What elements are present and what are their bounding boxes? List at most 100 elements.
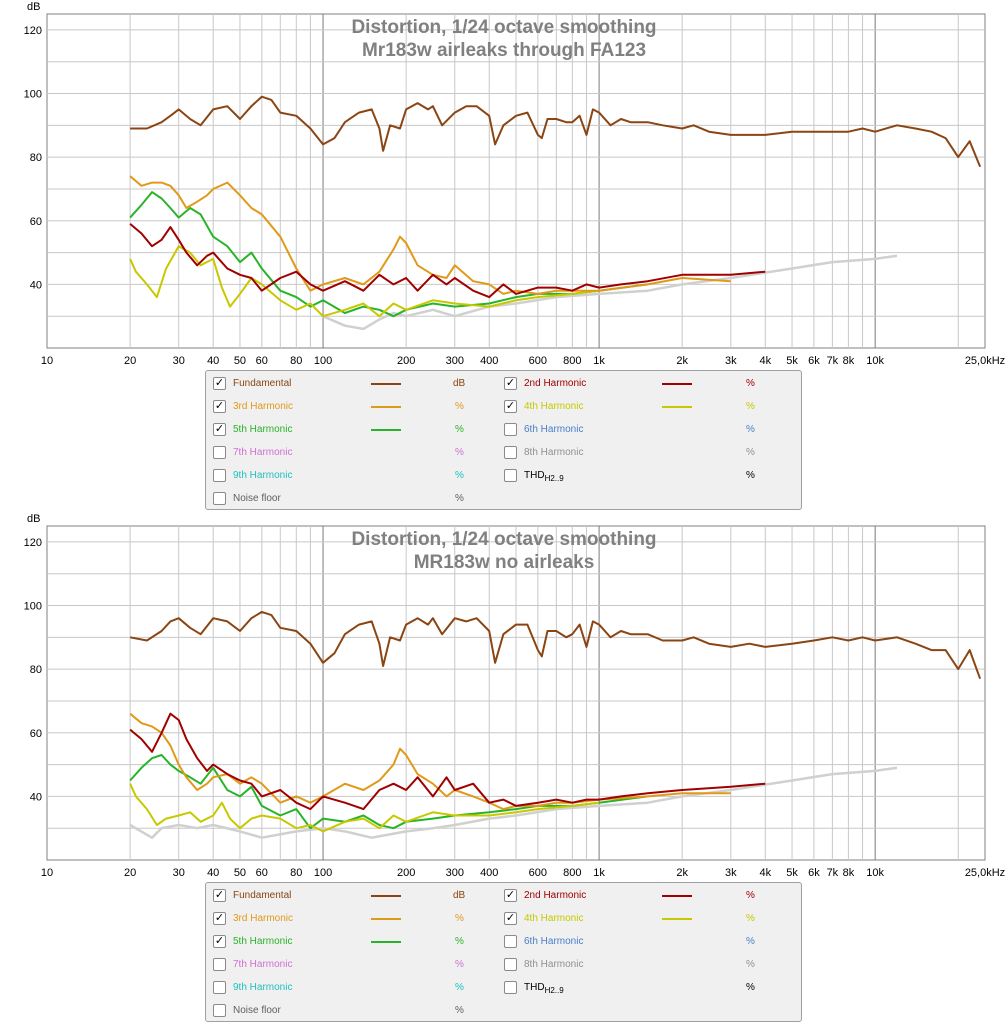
legend-swatch xyxy=(371,941,401,943)
legend-item-8th-harmonic: 8th Harmonic% xyxy=(504,957,794,973)
checkbox-checked[interactable]: ✓ xyxy=(213,935,226,948)
legend-label: 8th Harmonic xyxy=(524,959,584,970)
legend-label: 5th Harmonic xyxy=(233,424,293,435)
x-tick-label: 800 xyxy=(563,355,581,367)
legend-unit: % xyxy=(746,470,755,481)
legend-unit: % xyxy=(746,982,755,993)
x-tick-label: 6k xyxy=(808,867,820,879)
checkbox-checked[interactable]: ✓ xyxy=(213,423,226,436)
series-line-4th-harmonic xyxy=(129,783,600,833)
legend-unit: % xyxy=(455,936,464,947)
y-tick-label: 120 xyxy=(24,537,42,549)
checkbox-checked[interactable]: ✓ xyxy=(504,889,517,902)
legend-top: ✓ Fundamental dB ✓ 2nd Harmonic% ✓ 3rd Harmoni… xyxy=(205,370,802,510)
legend-unit: % xyxy=(455,470,464,481)
legend-unit: % xyxy=(455,959,464,970)
legend-unit: dB xyxy=(453,378,466,389)
x-tick-label: 8k xyxy=(843,355,855,367)
checkbox-unchecked[interactable] xyxy=(504,935,517,948)
x-tick-label: 20 xyxy=(124,867,136,879)
series-line-3rd-harmonic xyxy=(129,175,731,295)
checkbox-unchecked[interactable] xyxy=(504,958,517,971)
legend-label: Fundamental xyxy=(233,890,292,901)
x-tick-label: 1k xyxy=(593,867,605,879)
legend-swatch xyxy=(371,918,401,920)
legend-label: 2nd Harmonic xyxy=(524,890,587,901)
checkbox-unchecked[interactable] xyxy=(213,446,226,459)
legend-item-4th-harmonic: ✓ 4th Harmonic% xyxy=(504,399,794,415)
x-tick-label: 10k xyxy=(866,867,884,879)
legend-label: 9th Harmonic xyxy=(233,982,293,993)
x-tick-label: 4k xyxy=(759,355,771,367)
checkbox-unchecked[interactable] xyxy=(504,446,517,459)
checkbox-checked[interactable]: ✓ xyxy=(213,912,226,925)
series-line-5th-harmonic xyxy=(129,191,648,318)
legend-item-2nd-harmonic: ✓ 2nd Harmonic% xyxy=(504,888,794,904)
y-tick-label: 100 xyxy=(24,89,42,101)
legend-item-4th-harmonic: ✓ 4th Harmonic% xyxy=(504,911,794,927)
chart-title: Distortion, 1/24 octave smoothing xyxy=(351,17,656,38)
y-tick-label: 40 xyxy=(30,279,42,291)
checkbox-checked[interactable]: ✓ xyxy=(504,377,517,390)
x-tick-label: 800 xyxy=(563,867,581,879)
legend-swatch xyxy=(662,383,692,385)
legend-item-noise-floor: Noise floor% xyxy=(213,491,503,507)
checkbox-unchecked[interactable] xyxy=(213,469,226,482)
legend-unit: % xyxy=(746,913,755,924)
legend-item-8th-harmonic: 8th Harmonic% xyxy=(504,445,794,461)
legend-item-thd: THDH2..9% xyxy=(504,468,794,484)
x-tick-label: 2k xyxy=(676,867,688,879)
x-tick-label: 300 xyxy=(446,867,464,879)
checkbox-checked[interactable]: ✓ xyxy=(504,400,517,413)
checkbox-unchecked[interactable] xyxy=(213,492,226,505)
checkbox-unchecked[interactable] xyxy=(213,958,226,971)
legend-item-3rd-harmonic: ✓ 3rd Harmonic% xyxy=(213,399,503,415)
legend-unit: % xyxy=(455,424,464,435)
legend-unit: % xyxy=(746,424,755,435)
x-tick-label: 200 xyxy=(397,867,415,879)
legend-unit: % xyxy=(455,1005,464,1016)
legend-swatch xyxy=(371,406,401,408)
checkbox-unchecked[interactable] xyxy=(213,1004,226,1017)
legend-unit: % xyxy=(746,959,755,970)
checkbox-unchecked[interactable] xyxy=(504,981,517,994)
legend-item-fundamental: ✓ Fundamental dB xyxy=(213,888,503,904)
legend-item-5th-harmonic: ✓ 5th Harmonic% xyxy=(213,422,503,438)
checkbox-checked[interactable]: ✓ xyxy=(213,400,226,413)
chart-top: 40 60 80 100 120 dB 10 20 30 40 50 60 80 100 200 300 400… xyxy=(24,1,1006,367)
x-tick-label: 40 xyxy=(207,355,219,367)
x-tick-label: 3k xyxy=(725,355,737,367)
distortion-panel-bottom: 40 60 80 100 120 dB 10 20 30 40 50 60 80 100 200 300 400… xyxy=(0,512,1008,1024)
legend-unit: % xyxy=(455,401,464,412)
legend-label: THDH2..9 xyxy=(524,982,564,995)
checkbox-unchecked[interactable] xyxy=(213,981,226,994)
x-tick-label: 5k xyxy=(786,867,798,879)
y-tick-label: 100 xyxy=(24,601,42,613)
series-line-3rd-harmonic xyxy=(129,712,731,811)
x-tick-label: 10k xyxy=(866,355,884,367)
legend-bottom: ✓ Fundamental dB ✓ 2nd Harmonic% ✓ 3rd Harmoni… xyxy=(205,882,802,1022)
legend-item-5th-harmonic: ✓ 5th Harmonic% xyxy=(213,934,503,950)
y-unit-label: dB xyxy=(27,513,40,525)
legend-label: 8th Harmonic xyxy=(524,447,584,458)
legend-unit: % xyxy=(746,890,755,901)
legend-label: 6th Harmonic xyxy=(524,424,584,435)
checkbox-checked[interactable]: ✓ xyxy=(504,912,517,925)
legend-label: 2nd Harmonic xyxy=(524,378,587,389)
x-tick-label: 10 xyxy=(41,867,53,879)
checkbox-checked[interactable]: ✓ xyxy=(213,377,226,390)
checkbox-checked[interactable]: ✓ xyxy=(213,889,226,902)
x-tick-label: 25,0kHz xyxy=(965,355,1005,367)
legend-unit: dB xyxy=(453,890,466,901)
checkbox-unchecked[interactable] xyxy=(504,423,517,436)
x-tick-label: 300 xyxy=(446,355,464,367)
y-tick-label: 60 xyxy=(30,216,42,228)
x-tick-label: 2k xyxy=(676,355,688,367)
x-tick-label: 25,0kHz xyxy=(965,867,1005,879)
series-line-fundamental xyxy=(130,95,982,168)
legend-unit: % xyxy=(455,493,464,504)
x-tick-label: 600 xyxy=(529,867,547,879)
checkbox-unchecked[interactable] xyxy=(504,469,517,482)
y-unit-label: dB xyxy=(27,1,40,13)
x-tick-label: 400 xyxy=(480,867,498,879)
